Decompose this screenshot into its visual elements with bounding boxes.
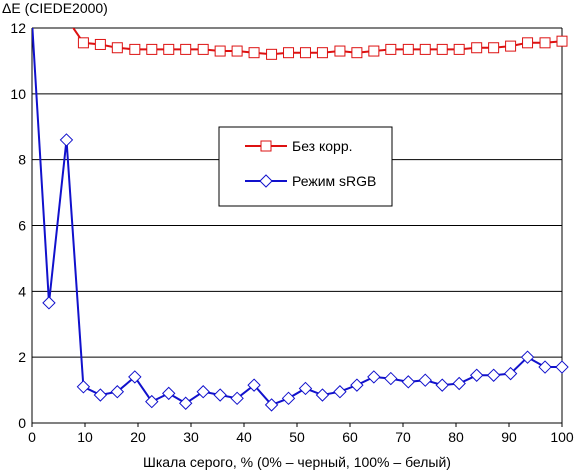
legend-box (218, 126, 393, 207)
series-1-point-8 (162, 386, 176, 401)
series-0-point-5 (111, 42, 123, 54)
series-group (32, 28, 563, 407)
series-1-line (32, 28, 562, 407)
y-tick-label-0: 0 (18, 415, 26, 431)
series-1-point-9 (178, 396, 193, 410)
series-1-point-20 (367, 370, 381, 384)
x-tick-label-0: 0 (28, 429, 36, 445)
x-tick-labels: 0 10 20 30 40 50 60 70 80 90 100 (28, 423, 574, 445)
series-0-point-29 (522, 37, 534, 49)
series-1-point-15 (281, 391, 296, 406)
series-1-point-11 (213, 388, 227, 402)
series-1-point-13 (247, 378, 261, 392)
series-1-point-12 (230, 391, 244, 406)
series-1-point-29 (520, 350, 535, 364)
series-1-point-16 (298, 381, 313, 396)
series-0-point-20 (368, 45, 380, 57)
series-1-point-25 (452, 376, 466, 391)
series-0-point-13 (248, 47, 260, 59)
series-0-point-16 (299, 47, 311, 59)
gridlines (32, 27, 562, 358)
series-0-point-8 (163, 43, 175, 55)
x-tick-label-10: 10 (77, 429, 93, 445)
series-0-line (72, 28, 563, 56)
series-0-point-17 (316, 47, 328, 59)
series-0-point-11 (214, 45, 226, 57)
x-tick-label-100: 100 (550, 429, 574, 445)
series-0-point-25 (453, 43, 465, 55)
series-1-point-26 (469, 368, 484, 382)
y-tick-label-10: 10 (10, 86, 26, 102)
series-1-point-3 (76, 380, 91, 394)
series-0-point-21 (385, 43, 397, 55)
series-1-point-2 (59, 133, 74, 147)
series-0-point-10 (197, 43, 209, 55)
series-1-point-23 (418, 373, 432, 387)
series-1-point-30 (538, 360, 552, 374)
series-0-point-27 (488, 42, 500, 54)
legend-label-rezhim-srgb: Режим sRGB (292, 173, 376, 189)
series-0-point-4 (94, 38, 106, 50)
series-0-point-19 (351, 47, 363, 59)
series-0-point-22 (402, 43, 414, 55)
legend-marker-rezhim-srgb (259, 174, 273, 188)
y-tick-label-6: 6 (18, 218, 26, 234)
series-1-point-19 (350, 378, 364, 392)
series-1-point-27 (486, 368, 501, 382)
series-0-point-23 (419, 43, 431, 55)
series-1-point-31 (555, 360, 569, 374)
x-tick-label-60: 60 (342, 429, 358, 445)
series-0-point-7 (146, 43, 158, 55)
series-0-point-3 (77, 37, 89, 49)
series-1-point-5 (110, 385, 125, 399)
y-axis-title: ΔE (CIEDE2000) (2, 0, 108, 16)
series-1-point-1 (42, 296, 56, 310)
series-0-point-18 (334, 45, 346, 57)
series-0-point-31 (556, 35, 568, 47)
y-tick-label-4: 4 (18, 283, 26, 299)
y-tick-label-2: 2 (18, 349, 26, 365)
legend-label-bez-korr: Без корр. (292, 138, 353, 154)
x-tick-label-30: 30 (183, 429, 199, 445)
y-tick-labels: 0 2 4 6 8 10 12 (10, 20, 26, 431)
series-1-point-7 (145, 394, 159, 409)
series-0-point-12 (231, 45, 243, 57)
series-0-point-30 (539, 37, 551, 49)
series-1-point-10 (196, 385, 210, 399)
y-tick-label-12: 12 (10, 20, 26, 36)
markers-group (42, 35, 569, 412)
series-1-point-28 (503, 366, 518, 381)
x-tick-label-50: 50 (289, 429, 305, 445)
series-0-point-9 (180, 43, 192, 55)
series-1-point-22 (401, 375, 416, 389)
series-0-point-24 (436, 43, 448, 55)
series-1-point-6 (128, 370, 142, 384)
x-tick-label-70: 70 (395, 429, 411, 445)
series-1-point-21 (384, 371, 398, 386)
x-axis-title: Шкала серого, % (0% – черный, 100% – бел… (143, 454, 451, 470)
series-1-point-24 (435, 378, 449, 392)
legend: Без корр. Режим sRGB (218, 126, 393, 207)
series-1-point-18 (333, 385, 347, 399)
x-tick-label-20: 20 (130, 429, 146, 445)
series-0-point-14 (266, 48, 278, 60)
legend-marker-bez-korr (260, 140, 272, 152)
series-0-point-15 (283, 47, 295, 59)
y-tick-label-8: 8 (18, 152, 26, 168)
x-tick-label-40: 40 (236, 429, 252, 445)
series-0-point-6 (129, 43, 141, 55)
x-tick-label-80: 80 (448, 429, 464, 445)
series-0-point-26 (471, 42, 483, 54)
series-0-point-28 (505, 40, 517, 52)
x-tick-label-90: 90 (501, 429, 517, 445)
series-1-point-4 (93, 388, 108, 402)
series-1-point-17 (315, 388, 330, 402)
series-1-point-14 (264, 398, 279, 412)
